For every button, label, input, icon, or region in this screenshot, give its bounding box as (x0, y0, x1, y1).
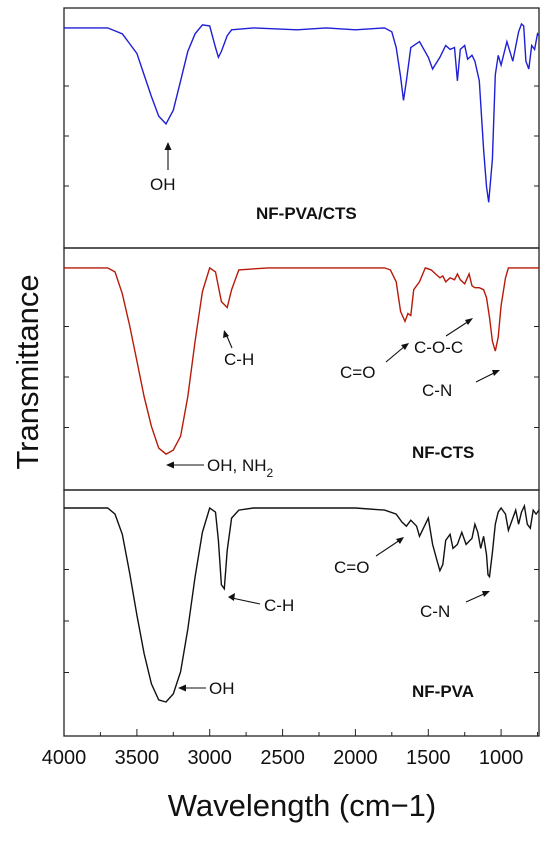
svg-text:OH, NH2: OH, NH2 (207, 456, 274, 480)
annotation-coc-cts: C-O-C (414, 318, 473, 357)
annotation-cn-cts: C-N (422, 370, 500, 400)
series-line-nf-pva (64, 503, 540, 703)
svg-text:C-N: C-N (422, 381, 452, 400)
x-tick-label: 2000 (333, 747, 378, 769)
x-tick-label: 3000 (187, 747, 232, 769)
annotation-co-cts: C=O (340, 343, 409, 382)
annotation-ch-pva: C-H (228, 593, 294, 615)
x-tick-label: 1000 (479, 747, 524, 769)
minor-ticks (64, 85, 539, 673)
y-axis-label: Transmittance (10, 274, 45, 469)
svg-text:OH: OH (150, 175, 176, 194)
annotation-oh-pva: OH (178, 679, 235, 698)
annotation-oh-pva-cts: OH (150, 142, 176, 194)
series-line-nf-cts (64, 266, 539, 455)
x-tick-label: 4000 (42, 747, 87, 769)
x-tick-label: 1500 (406, 747, 451, 769)
panel-label-nf-cts: NF-CTS (412, 443, 474, 462)
annotation-ch-cts: C-H (223, 330, 254, 369)
x-axis-label: Wavelength (cm−1) (168, 788, 436, 823)
x-tick-label: 2500 (260, 747, 305, 769)
svg-text:OH: OH (209, 679, 235, 698)
x-axis: 4000 3500 3000 2500 2000 1500 1000 (42, 729, 538, 769)
svg-text:C-O-C: C-O-C (414, 338, 463, 357)
x-tick-label: 3500 (115, 747, 160, 769)
series-line-nf-pva-cts (64, 22, 540, 203)
panel-label-nf-pva: NF-PVA (412, 682, 474, 701)
svg-text:C-H: C-H (224, 350, 254, 369)
annotation-co-pva: C=O (334, 537, 404, 577)
annotation-oh-nh2-cts: OH, NH2 (166, 456, 274, 480)
panel-label-nf-pva-cts: NF-PVA/CTS (256, 204, 357, 223)
svg-text:C-H: C-H (264, 596, 294, 615)
svg-text:C=O: C=O (340, 363, 375, 382)
annotation-cn-pva: C-N (420, 591, 490, 621)
svg-text:C-N: C-N (420, 602, 450, 621)
svg-text:C=O: C=O (334, 558, 369, 577)
panel-frame-pva (63, 489, 540, 737)
